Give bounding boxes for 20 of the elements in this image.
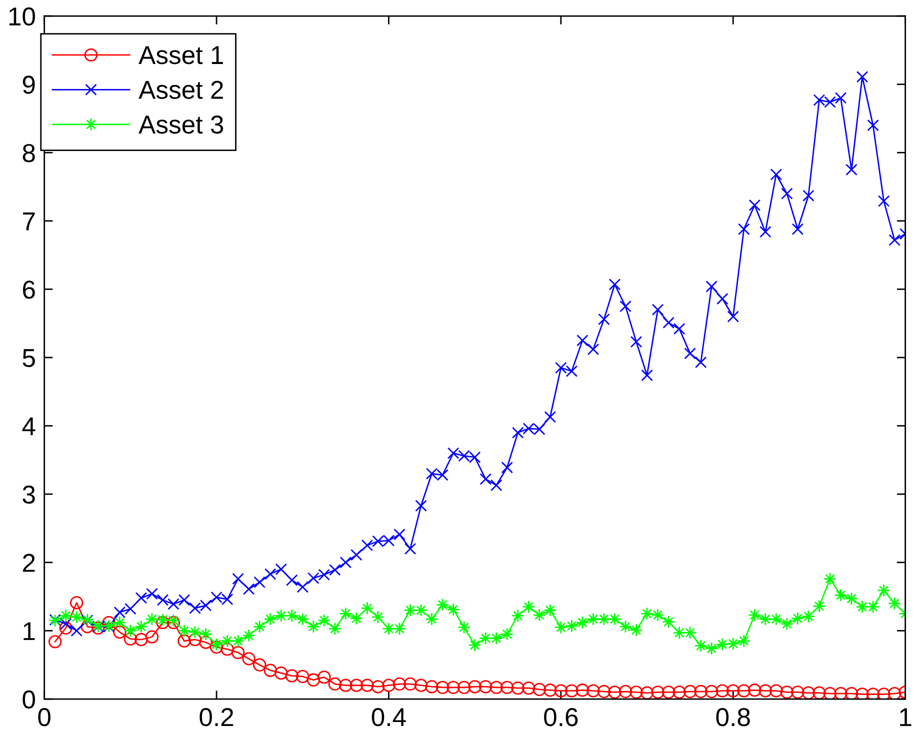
x-tick-label: 0.8 <box>716 708 750 726</box>
y-tick-label: 3 <box>22 485 35 504</box>
x-tick-label: 0.4 <box>372 708 406 726</box>
legend-label: Asset 2 <box>138 80 223 99</box>
legend-label: Asset 3 <box>138 116 224 134</box>
y-tick-label: 10 <box>9 7 35 26</box>
y-tick-label: 9 <box>22 76 35 94</box>
y-tick-label: 5 <box>22 349 35 368</box>
y-tick-label: 2 <box>23 554 35 572</box>
x-tick-label: 0 <box>38 708 50 726</box>
y-tick-label: 0 <box>22 690 35 709</box>
y-tick-label: 7 <box>23 212 35 230</box>
x-tick-label: 0.2 <box>200 708 234 726</box>
x-tick-label: 0.6 <box>544 708 578 726</box>
y-tick-label: 1 <box>24 622 35 640</box>
y-tick-label: 4 <box>22 417 36 436</box>
legend-label: Asset 1 <box>138 46 223 64</box>
y-tick-label: 6 <box>23 280 35 299</box>
y-tick-label: 8 <box>22 144 35 162</box>
x-tick-label: 1 <box>900 708 912 726</box>
